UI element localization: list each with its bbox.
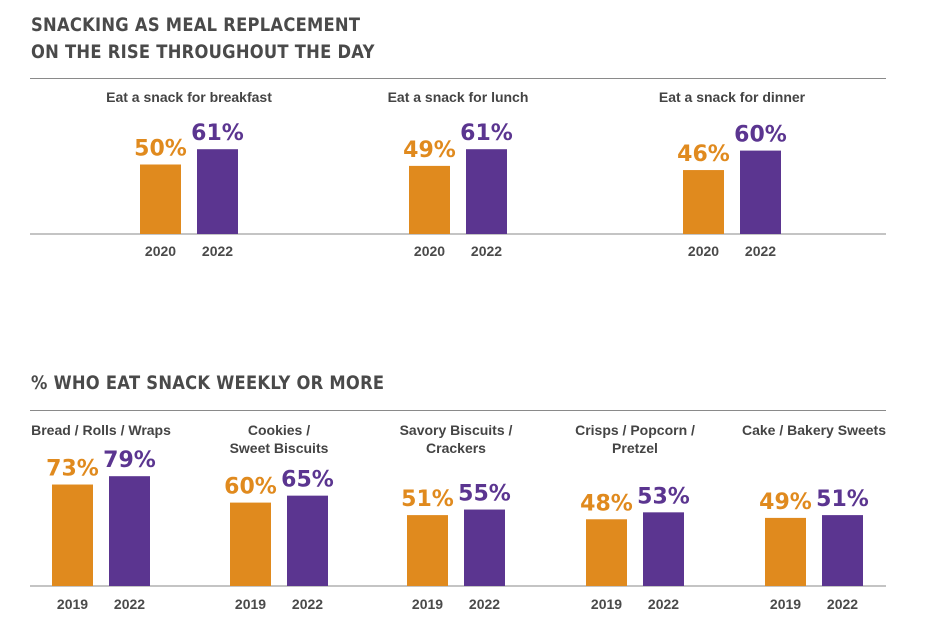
chart-title-weekly-snack: % WHO EAT SNACK WEEKLY OR MORE <box>31 370 384 397</box>
x-tick-label-2019: 2019 <box>770 596 801 612</box>
category-label-cookies-sweet-biscuits: Cookies / <box>248 422 310 438</box>
x-tick-label-2022: 2022 <box>469 596 500 612</box>
top-divider <box>30 410 886 411</box>
x-tick-label-2019: 2019 <box>57 596 88 612</box>
data-label-cake-bakery-sweets-2022: 51% <box>816 487 869 512</box>
chart-title-line-2: ON THE RISE THROUGHOUT THE DAY <box>31 41 375 63</box>
x-tick-label-2020: 2020 <box>414 243 445 259</box>
data-label-eat-a-snack-for-dinner-2020: 46% <box>677 142 730 167</box>
data-label-cookies-sweet-biscuits-2022: 65% <box>281 468 334 493</box>
data-label-savory-biscuits-crackers-2022: 55% <box>458 482 511 507</box>
x-tick-label-2019: 2019 <box>591 596 622 612</box>
bar-eat-a-snack-for-breakfast-2020 <box>140 164 181 234</box>
bar-eat-a-snack-for-breakfast-2022 <box>197 149 238 234</box>
x-tick-label-2019: 2019 <box>412 596 443 612</box>
x-tick-label-2020: 2020 <box>145 243 176 259</box>
bar-savory-biscuits-crackers-2019 <box>407 515 448 586</box>
bar-cake-bakery-sweets-2022 <box>822 515 863 586</box>
x-tick-label-2019: 2019 <box>235 596 266 612</box>
bar-bread-rolls-wraps-2019 <box>52 484 93 586</box>
x-tick-label-2022: 2022 <box>292 596 323 612</box>
x-tick-label-2022: 2022 <box>827 596 858 612</box>
data-label-eat-a-snack-for-lunch-2022: 61% <box>460 121 513 146</box>
category-label-savory-biscuits-crackers: Crackers <box>426 440 486 456</box>
bar-savory-biscuits-crackers-2022 <box>464 509 505 586</box>
meal-replacement-chart: Eat a snack for breakfast 50% 2020 61% 2022 E… <box>30 89 886 259</box>
data-label-cookies-sweet-biscuits-2019: 60% <box>224 475 277 500</box>
data-label-crisps-popcorn-pretzel-2019: 48% <box>580 491 633 516</box>
x-tick-label-2022: 2022 <box>202 243 233 259</box>
bar-cookies-sweet-biscuits-2022 <box>287 495 328 586</box>
top-divider <box>30 78 886 79</box>
category-label-bread-rolls-wraps: Bread / Rolls / Wraps <box>31 422 171 438</box>
category-label-crisps-popcorn-pretzel: Crisps / Popcorn / <box>575 422 695 438</box>
x-tick-label-2020: 2020 <box>688 243 719 259</box>
data-label-cake-bakery-sweets-2019: 49% <box>759 490 812 515</box>
x-tick-label-2022: 2022 <box>745 243 776 259</box>
data-label-savory-biscuits-crackers-2019: 51% <box>401 487 454 512</box>
bar-cake-bakery-sweets-2019 <box>765 517 806 586</box>
data-label-eat-a-snack-for-breakfast-2020: 50% <box>134 137 187 162</box>
bar-eat-a-snack-for-lunch-2022 <box>466 149 507 234</box>
chart-title-line-1: % WHO EAT SNACK WEEKLY OR MORE <box>31 372 385 394</box>
x-tick-label-2022: 2022 <box>648 596 679 612</box>
bar-eat-a-snack-for-dinner-2022 <box>740 150 781 234</box>
category-label-eat-a-snack-for-breakfast: Eat a snack for breakfast <box>106 89 272 105</box>
data-label-bread-rolls-wraps-2019: 73% <box>46 457 99 482</box>
category-label-eat-a-snack-for-dinner: Eat a snack for dinner <box>659 89 806 105</box>
data-label-crisps-popcorn-pretzel-2022: 53% <box>637 484 690 509</box>
chart-title-line-1: SNACKING AS MEAL REPLACEMENT <box>31 14 361 36</box>
bar-cookies-sweet-biscuits-2019 <box>230 502 271 586</box>
bar-eat-a-snack-for-dinner-2020 <box>683 170 724 234</box>
x-tick-label-2022: 2022 <box>114 596 145 612</box>
data-label-bread-rolls-wraps-2022: 79% <box>103 448 156 473</box>
category-label-eat-a-snack-for-lunch: Eat a snack for lunch <box>388 89 529 105</box>
category-label-savory-biscuits-crackers: Savory Biscuits / <box>400 422 513 438</box>
bar-crisps-popcorn-pretzel-2019 <box>586 519 627 586</box>
data-label-eat-a-snack-for-dinner-2022: 60% <box>734 123 787 148</box>
bar-eat-a-snack-for-lunch-2020 <box>409 165 450 234</box>
category-label-cookies-sweet-biscuits: Sweet Biscuits <box>230 440 329 456</box>
category-label-crisps-popcorn-pretzel: Pretzel <box>612 440 658 456</box>
chart-title-meal-replacement: SNACKING AS MEAL REPLACEMENT ON THE RISE… <box>31 12 375 66</box>
data-label-eat-a-snack-for-lunch-2020: 49% <box>403 138 456 163</box>
data-label-eat-a-snack-for-breakfast-2022: 61% <box>191 121 244 146</box>
x-tick-label-2022: 2022 <box>471 243 502 259</box>
category-label-cake-bakery-sweets: Cake / Bakery Sweets <box>742 422 886 438</box>
bar-bread-rolls-wraps-2022 <box>109 476 150 586</box>
bar-crisps-popcorn-pretzel-2022 <box>643 512 684 586</box>
